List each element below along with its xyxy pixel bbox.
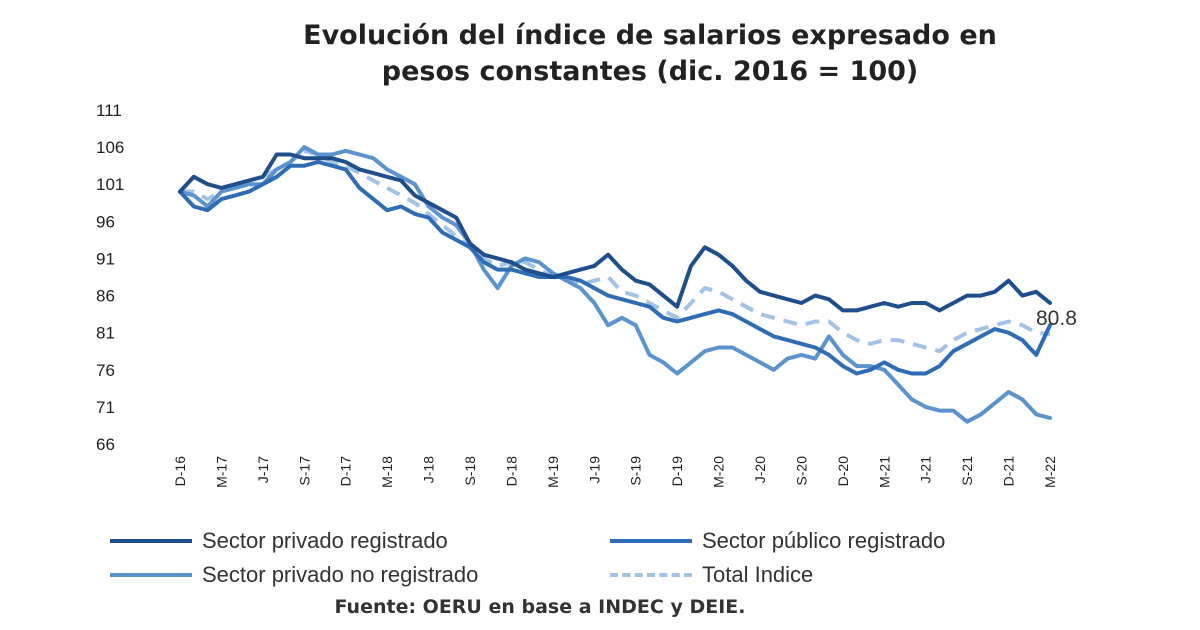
legend-label: Total Indice [702, 562, 814, 587]
legend-swatch [110, 573, 192, 577]
x-tick-label: M-20 [711, 456, 727, 488]
x-tick-label: S-21 [959, 456, 975, 486]
y-tick-label: 101 [96, 175, 124, 194]
y-axis: 111 106 101 96 91 86 81 76 71 66 [96, 101, 124, 454]
y-tick-label: 76 [96, 361, 115, 380]
x-tick-label: M-22 [1042, 456, 1058, 488]
legend-item-sector-privado-registrado: Sector privado registrado [110, 526, 448, 556]
legend-label: Sector privado registrado [202, 528, 448, 553]
x-tick-label: D-19 [669, 456, 685, 487]
series-lines [178, 145, 1052, 424]
x-tick-label: S-17 [296, 456, 312, 486]
x-tick-label: D-18 [503, 456, 519, 487]
x-tick-label: D-16 [172, 456, 188, 487]
y-tick-label: 96 [96, 212, 115, 231]
y-tick-label: 111 [96, 101, 122, 120]
source-note: Fuente: OERU en base a INDEC y DEIE. [334, 596, 746, 618]
x-tick-label: D-17 [338, 456, 354, 487]
x-tick-label: S-18 [462, 456, 478, 486]
y-tick-label: 81 [96, 324, 115, 343]
legend-label: Sector privado no registrado [202, 562, 479, 587]
series-line-sector-p-blico-registrado [178, 160, 1052, 376]
legend-item-total-indice: Total Indice [610, 560, 813, 590]
data-label-total-indice: 80.8 [1036, 307, 1077, 330]
legend-item-sector-privado-no-registrado: Sector privado no registrado [110, 560, 478, 590]
legend-swatch [110, 539, 192, 543]
legend-swatch [610, 573, 692, 577]
x-tick-label: J-17 [255, 456, 271, 483]
line-chart: 111 106 101 96 91 86 81 76 71 66 D-16 M-17 J-17 S-17… [96, 101, 1077, 488]
x-tick-label: S-19 [628, 456, 644, 486]
series-line-total-indice [180, 148, 1051, 354]
x-tick-label: D-21 [1001, 456, 1017, 487]
x-tick-label: M-18 [379, 456, 395, 488]
x-tick-label: J-20 [752, 456, 768, 483]
annotations: 80.8 [1036, 307, 1077, 330]
chart-title-line-1: Evolución del índice de salarios expresa… [303, 20, 997, 51]
legend-label: Sector público registrado [702, 528, 946, 553]
x-tick-label: J-18 [421, 456, 437, 483]
chart-title: Evolución del índice de salarios expresa… [130, 18, 1170, 90]
series-line-sector-privado-no-registrado [178, 145, 1052, 424]
x-tick-label: M-17 [213, 456, 229, 488]
y-tick-label: 66 [96, 435, 115, 454]
x-tick-label: D-20 [835, 456, 851, 487]
x-tick-label: S-20 [793, 456, 809, 486]
chart-title-line-2: pesos constantes (dic. 2016 = 100) [381, 56, 919, 87]
legend-swatch [610, 539, 692, 543]
y-tick-label: 91 [96, 249, 115, 268]
x-tick-label: M-19 [545, 456, 561, 488]
x-tick-label: J-21 [918, 456, 934, 483]
x-tick-label: J-19 [586, 456, 602, 483]
y-tick-label: 86 [96, 287, 115, 306]
y-tick-label: 106 [96, 138, 124, 157]
legend: Sector privado registrado Sector público… [110, 522, 1110, 602]
y-tick-label: 71 [96, 398, 115, 417]
x-tick-label: M-21 [876, 456, 892, 488]
legend-item-sector-publico-registrado: Sector público registrado [610, 526, 945, 556]
x-axis: D-16 M-17 J-17 S-17 D-17 M-18 J-18 S-18 D-18 M-19… [172, 456, 1058, 488]
series-line-sector-privado-registrado [178, 152, 1052, 313]
